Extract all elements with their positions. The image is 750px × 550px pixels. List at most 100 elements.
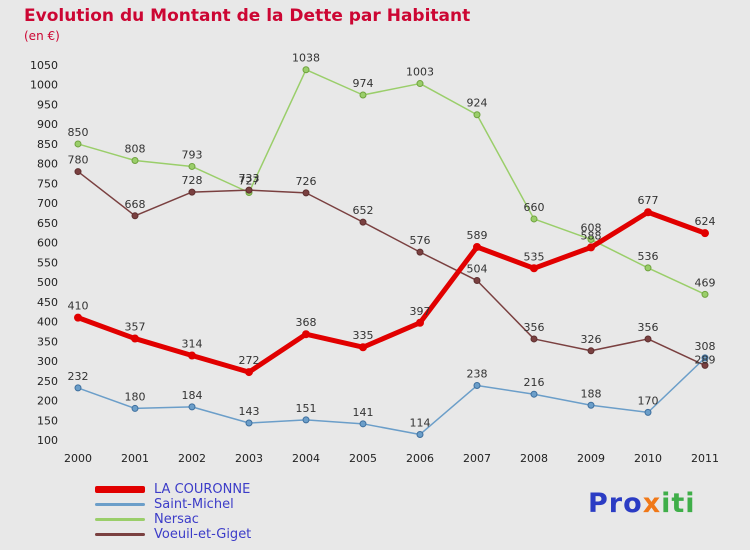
data-point-label: 356 — [638, 321, 659, 334]
data-point-marker — [644, 408, 652, 416]
y-tick-label: 450 — [37, 296, 58, 309]
data-point-label: 314 — [182, 338, 203, 351]
proxiti-logo-letter: i — [685, 488, 696, 519]
y-tick-label: 500 — [37, 276, 58, 289]
data-point-label: 143 — [239, 405, 260, 418]
data-point-marker — [74, 168, 82, 176]
data-point-label: 1038 — [292, 52, 320, 65]
y-tick-label: 850 — [37, 138, 58, 151]
data-point-marker — [644, 264, 652, 272]
data-point-marker — [587, 401, 595, 409]
data-point-marker — [74, 313, 82, 322]
x-tick-label: 2006 — [406, 452, 434, 465]
legend-item-la-couronne: LA COURONNE — [95, 482, 251, 497]
data-point-marker — [587, 243, 595, 252]
data-point-label: 170 — [638, 394, 659, 407]
data-point-marker — [302, 330, 310, 339]
x-tick-label: 2000 — [64, 452, 92, 465]
y-tick-label: 600 — [37, 237, 58, 250]
data-point-marker — [245, 368, 253, 377]
data-point-marker — [188, 351, 196, 360]
data-point-label: 652 — [353, 204, 374, 217]
data-point-marker — [245, 186, 253, 194]
y-tick-label: 300 — [37, 355, 58, 368]
y-tick-label: 950 — [37, 98, 58, 111]
series-line — [77, 68, 706, 296]
data-point-label: 114 — [410, 416, 431, 429]
data-point-label: 1003 — [406, 66, 434, 79]
data-point-marker — [359, 420, 367, 428]
proxiti-logo-letter: r — [608, 488, 624, 519]
series-line — [77, 170, 706, 367]
data-point-label: 151 — [296, 402, 317, 415]
proxiti-logo: Proxiti — [588, 488, 696, 519]
legend-label-saint-michel: Saint-Michel — [154, 497, 234, 512]
x-tick-label: 2008 — [520, 452, 548, 465]
data-point-marker — [416, 80, 424, 88]
data-point-marker — [644, 208, 652, 217]
proxiti-logo-letter: o — [623, 488, 643, 519]
data-point-label: 180 — [125, 390, 146, 403]
data-point-label: 397 — [410, 305, 431, 318]
data-point-label: 410 — [68, 300, 89, 313]
data-point-label: 188 — [581, 387, 602, 400]
data-point-marker — [416, 430, 424, 438]
data-point-marker — [74, 140, 82, 148]
data-point-marker — [131, 334, 139, 343]
data-point-marker — [131, 157, 139, 165]
data-point-label: 504 — [467, 263, 488, 276]
legend-item-saint-michel: Saint-Michel — [95, 497, 251, 512]
data-point-label: 216 — [524, 376, 545, 389]
y-tick-label: 350 — [37, 335, 58, 348]
x-tick-label: 2001 — [121, 452, 149, 465]
data-point-label: 141 — [353, 406, 374, 419]
data-point-label: 660 — [524, 201, 545, 214]
data-point-marker — [530, 335, 538, 343]
data-point-label: 289 — [695, 353, 716, 366]
proxiti-logo-letter: x — [642, 488, 662, 519]
data-point-marker — [359, 91, 367, 99]
data-point-label: 808 — [125, 143, 146, 156]
data-point-label: 728 — [182, 174, 203, 187]
legend-swatch-la-couronne — [95, 486, 145, 493]
y-tick-label: 800 — [37, 158, 58, 171]
data-point-label: 677 — [638, 194, 659, 207]
data-point-marker — [302, 66, 310, 74]
data-point-marker — [473, 111, 481, 119]
data-point-label: 184 — [182, 389, 203, 402]
y-tick-label: 200 — [37, 395, 58, 408]
data-point-marker — [416, 248, 424, 256]
data-point-label: 924 — [467, 97, 488, 110]
y-tick-label: 650 — [37, 217, 58, 230]
legend-swatch-nersac — [95, 518, 145, 521]
data-point-marker — [302, 416, 310, 424]
data-point-marker — [473, 277, 481, 285]
series-line — [75, 209, 708, 375]
y-tick-label: 750 — [37, 177, 58, 190]
data-point-marker — [74, 384, 82, 392]
legend-swatch-voeuil-et-giget — [95, 533, 145, 536]
data-point-marker — [701, 354, 709, 362]
data-point-marker — [530, 215, 538, 223]
data-point-marker — [359, 343, 367, 352]
data-point-label: 356 — [524, 321, 545, 334]
data-point-label: 733 — [239, 172, 260, 185]
proxiti-logo-letter: P — [588, 488, 609, 519]
data-point-marker — [473, 382, 481, 390]
x-tick-label: 2009 — [577, 452, 605, 465]
data-point-marker — [416, 318, 424, 327]
data-point-marker — [701, 229, 709, 238]
data-point-label: 272 — [239, 354, 260, 367]
data-point-marker — [359, 218, 367, 226]
data-point-label: 469 — [695, 276, 716, 289]
data-point-label: 668 — [125, 198, 146, 211]
proxiti-logo-letter: i — [661, 488, 672, 519]
series-line — [77, 357, 706, 436]
data-point-marker — [701, 290, 709, 298]
data-point-marker — [701, 361, 709, 369]
data-point-label: 793 — [182, 148, 203, 161]
data-point-marker — [188, 188, 196, 196]
data-point-marker — [131, 404, 139, 412]
data-point-label: 576 — [410, 234, 431, 247]
data-point-marker — [530, 264, 538, 273]
